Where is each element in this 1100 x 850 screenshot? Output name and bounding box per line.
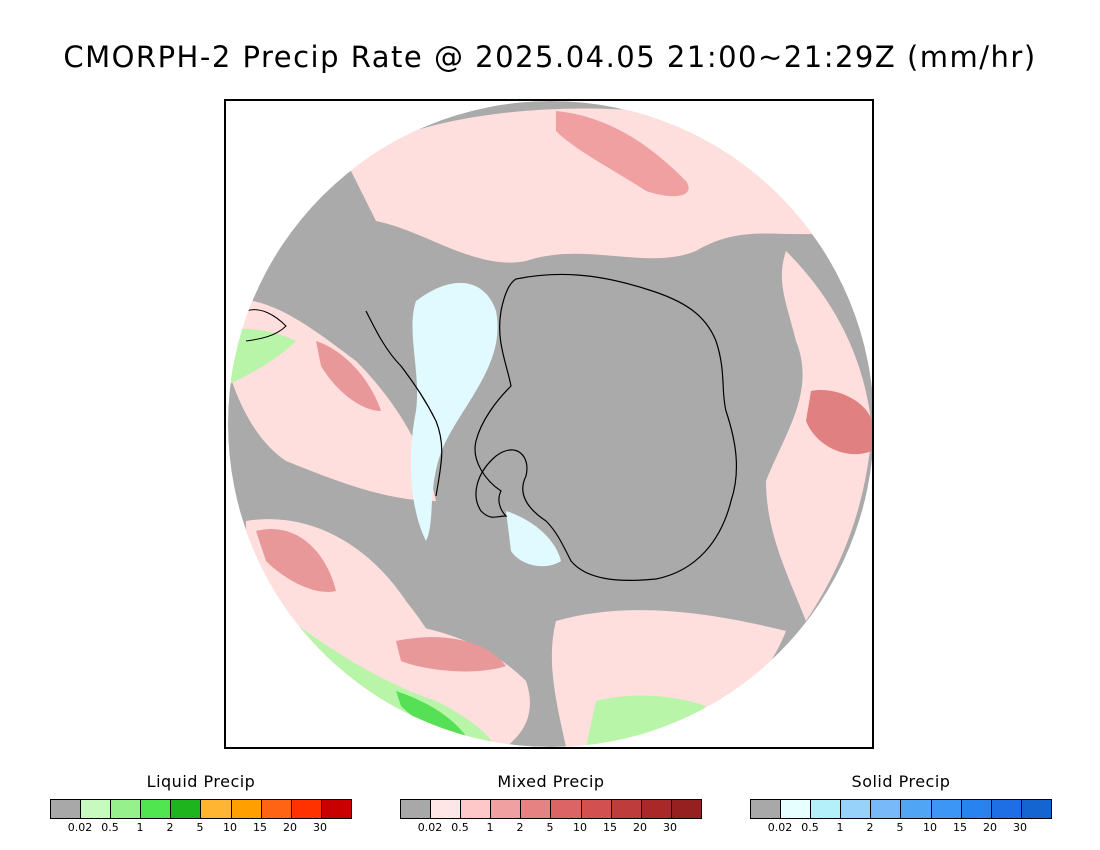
color-swatch (901, 800, 932, 818)
tick-label: 5 (546, 821, 554, 834)
tick-label: 1 (836, 821, 844, 834)
tick-label: 0.5 (451, 821, 469, 834)
legend-mixed: Mixed Precip 0.02 0.5 1 2 5 10 15 20 30 (400, 772, 702, 835)
chart-title: CMORPH-2 Precip Rate @ 2025.04.05 21:00~… (63, 40, 1037, 74)
color-swatch (581, 800, 612, 818)
legend-liquid: Liquid Precip 0.02 0.5 1 2 5 10 15 20 30 (50, 772, 352, 835)
tick-label: 10 (573, 821, 587, 834)
mixed-precip-heavy-north (556, 111, 689, 197)
color-swatch (401, 800, 432, 818)
solid-precip-region-peninsula (410, 282, 498, 541)
color-swatch (231, 800, 262, 818)
tick-label: 5 (196, 821, 204, 834)
tick-label: 2 (866, 821, 874, 834)
color-swatch (321, 800, 351, 818)
color-swatch (671, 800, 701, 818)
mixed-precip-heavy-southwest (256, 529, 336, 592)
color-swatch (261, 800, 292, 818)
color-swatch (521, 800, 552, 818)
tick-labels: 0.02 0.5 1 2 5 10 15 20 30 (750, 821, 1052, 835)
color-swatch (291, 800, 322, 818)
mixed-precip-heavy-west (316, 341, 381, 411)
color-swatch (431, 800, 462, 818)
south-america-coast (245, 309, 287, 342)
color-swatch (171, 800, 202, 818)
color-swatch (961, 800, 992, 818)
liquid-precip-region-southeast (586, 695, 706, 747)
antarctic-peninsula-coast (365, 310, 443, 497)
tick-label: 0.02 (767, 821, 793, 834)
tick-label: 30 (663, 821, 677, 834)
liquid-precip-region-southwest (266, 601, 496, 747)
color-swatch (51, 800, 82, 818)
legend-title: Solid Precip (851, 772, 951, 791)
tick-label: 15 (953, 821, 967, 834)
color-swatch (81, 800, 112, 818)
tick-label: 0.02 (417, 821, 443, 834)
tick-label: 1 (486, 821, 494, 834)
mixed-precip-region-north (346, 108, 836, 263)
solid-precip-region-weddell (506, 511, 561, 567)
color-swatch (991, 800, 1022, 818)
color-bar (400, 799, 702, 819)
tick-label: 20 (983, 821, 997, 834)
tick-label: 1 (136, 821, 144, 834)
tick-label: 30 (1013, 821, 1027, 834)
liquid-precip-medium-southwest (396, 691, 466, 736)
legend-title: Mixed Precip (497, 772, 605, 791)
tick-label: 10 (923, 821, 937, 834)
color-swatch (751, 800, 782, 818)
color-swatch (1021, 800, 1051, 818)
tick-label: 30 (313, 821, 327, 834)
tick-labels: 0.02 0.5 1 2 5 10 15 20 30 (50, 821, 352, 835)
mixed-precip-region-southeast (551, 610, 786, 747)
color-swatch (871, 800, 902, 818)
color-bar (50, 799, 352, 819)
map-canvas (228, 101, 872, 747)
color-swatch (931, 800, 962, 818)
antarctica-continent (474, 273, 738, 581)
mixed-precip-heavy-east (806, 390, 872, 455)
color-bar (750, 799, 1052, 819)
color-swatch (841, 800, 872, 818)
tick-label: 15 (253, 821, 267, 834)
mixed-precip-heavy-south (396, 637, 506, 672)
tick-label: 2 (166, 821, 174, 834)
liquid-precip-region-west (228, 329, 296, 386)
tick-label: 20 (283, 821, 297, 834)
color-swatch (461, 800, 492, 818)
color-swatch (141, 800, 172, 818)
color-swatch (781, 800, 812, 818)
color-swatch (111, 800, 142, 818)
tick-label: 20 (633, 821, 647, 834)
tick-labels: 0.02 0.5 1 2 5 10 15 20 30 (400, 821, 702, 835)
tick-label: 0.5 (101, 821, 119, 834)
tick-label: 0.02 (67, 821, 93, 834)
tick-label: 10 (223, 821, 237, 834)
color-swatch (641, 800, 672, 818)
color-swatch (551, 800, 582, 818)
tick-label: 0.5 (801, 821, 819, 834)
legend-title: Liquid Precip (146, 772, 256, 791)
legend-solid: Solid Precip 0.02 0.5 1 2 5 10 15 20 30 (750, 772, 1052, 835)
color-swatch (611, 800, 642, 818)
tick-label: 5 (896, 821, 904, 834)
color-swatch (811, 800, 842, 818)
polar-precip-map (224, 99, 874, 749)
color-swatch (491, 800, 522, 818)
color-swatch (201, 800, 232, 818)
tick-label: 2 (516, 821, 524, 834)
tick-label: 15 (603, 821, 617, 834)
